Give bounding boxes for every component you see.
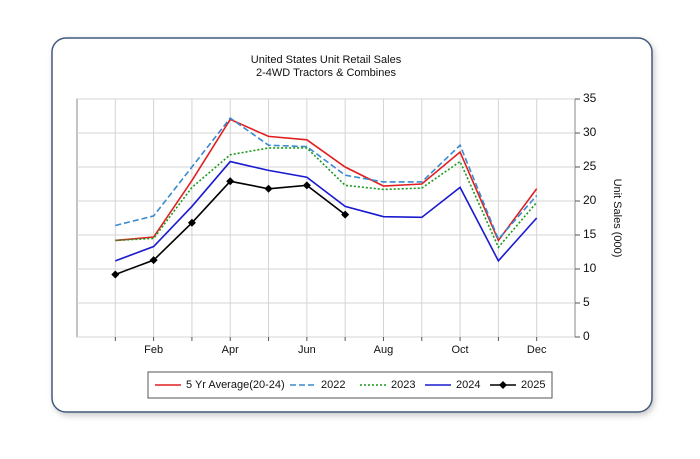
legend (147, 371, 553, 399)
series-line (115, 160, 538, 263)
y-tick-label: 30 (583, 125, 597, 139)
y-tick-label: 0 (583, 329, 590, 343)
y-tick-label: 25 (583, 159, 597, 173)
x-tick-label: Jun (298, 344, 316, 356)
x-tick-label: Feb (144, 344, 163, 356)
legend-label: 2025 (521, 379, 545, 391)
y-tick-label: 20 (583, 193, 597, 207)
point-marker (226, 177, 235, 186)
point-marker (149, 256, 158, 265)
plot-area (76, 98, 576, 338)
legend-label: 5 Yr Average(20-24) (186, 379, 285, 391)
x-tick-label: Apr (222, 344, 239, 356)
legend-label: 2023 (391, 379, 415, 391)
chart-title: United States Unit Retail Sales (251, 54, 402, 66)
y-tick-label: 10 (583, 261, 597, 275)
x-tick-label: Aug (374, 344, 394, 356)
series-line (115, 118, 538, 243)
y-tick-label: 15 (583, 227, 597, 241)
legend-label: 2024 (456, 379, 480, 391)
point-marker (341, 210, 350, 219)
point-marker (302, 181, 311, 190)
legend-marker (499, 381, 507, 389)
point-marker (111, 270, 120, 279)
legend-label: 2022 (321, 379, 345, 391)
y-axis-label: Unit Sales (000) (611, 179, 623, 258)
y-tick-label: 5 (583, 295, 590, 309)
point-marker (264, 184, 273, 193)
point-marker (187, 218, 196, 227)
x-tick-label: Dec (527, 344, 547, 356)
x-tick-label: Oct (452, 344, 469, 356)
series-line (115, 147, 538, 249)
y-tick-label: 35 (583, 91, 597, 105)
series-line (115, 116, 538, 241)
chart-subtitle: 2-4WD Tractors & Combines (256, 67, 396, 79)
